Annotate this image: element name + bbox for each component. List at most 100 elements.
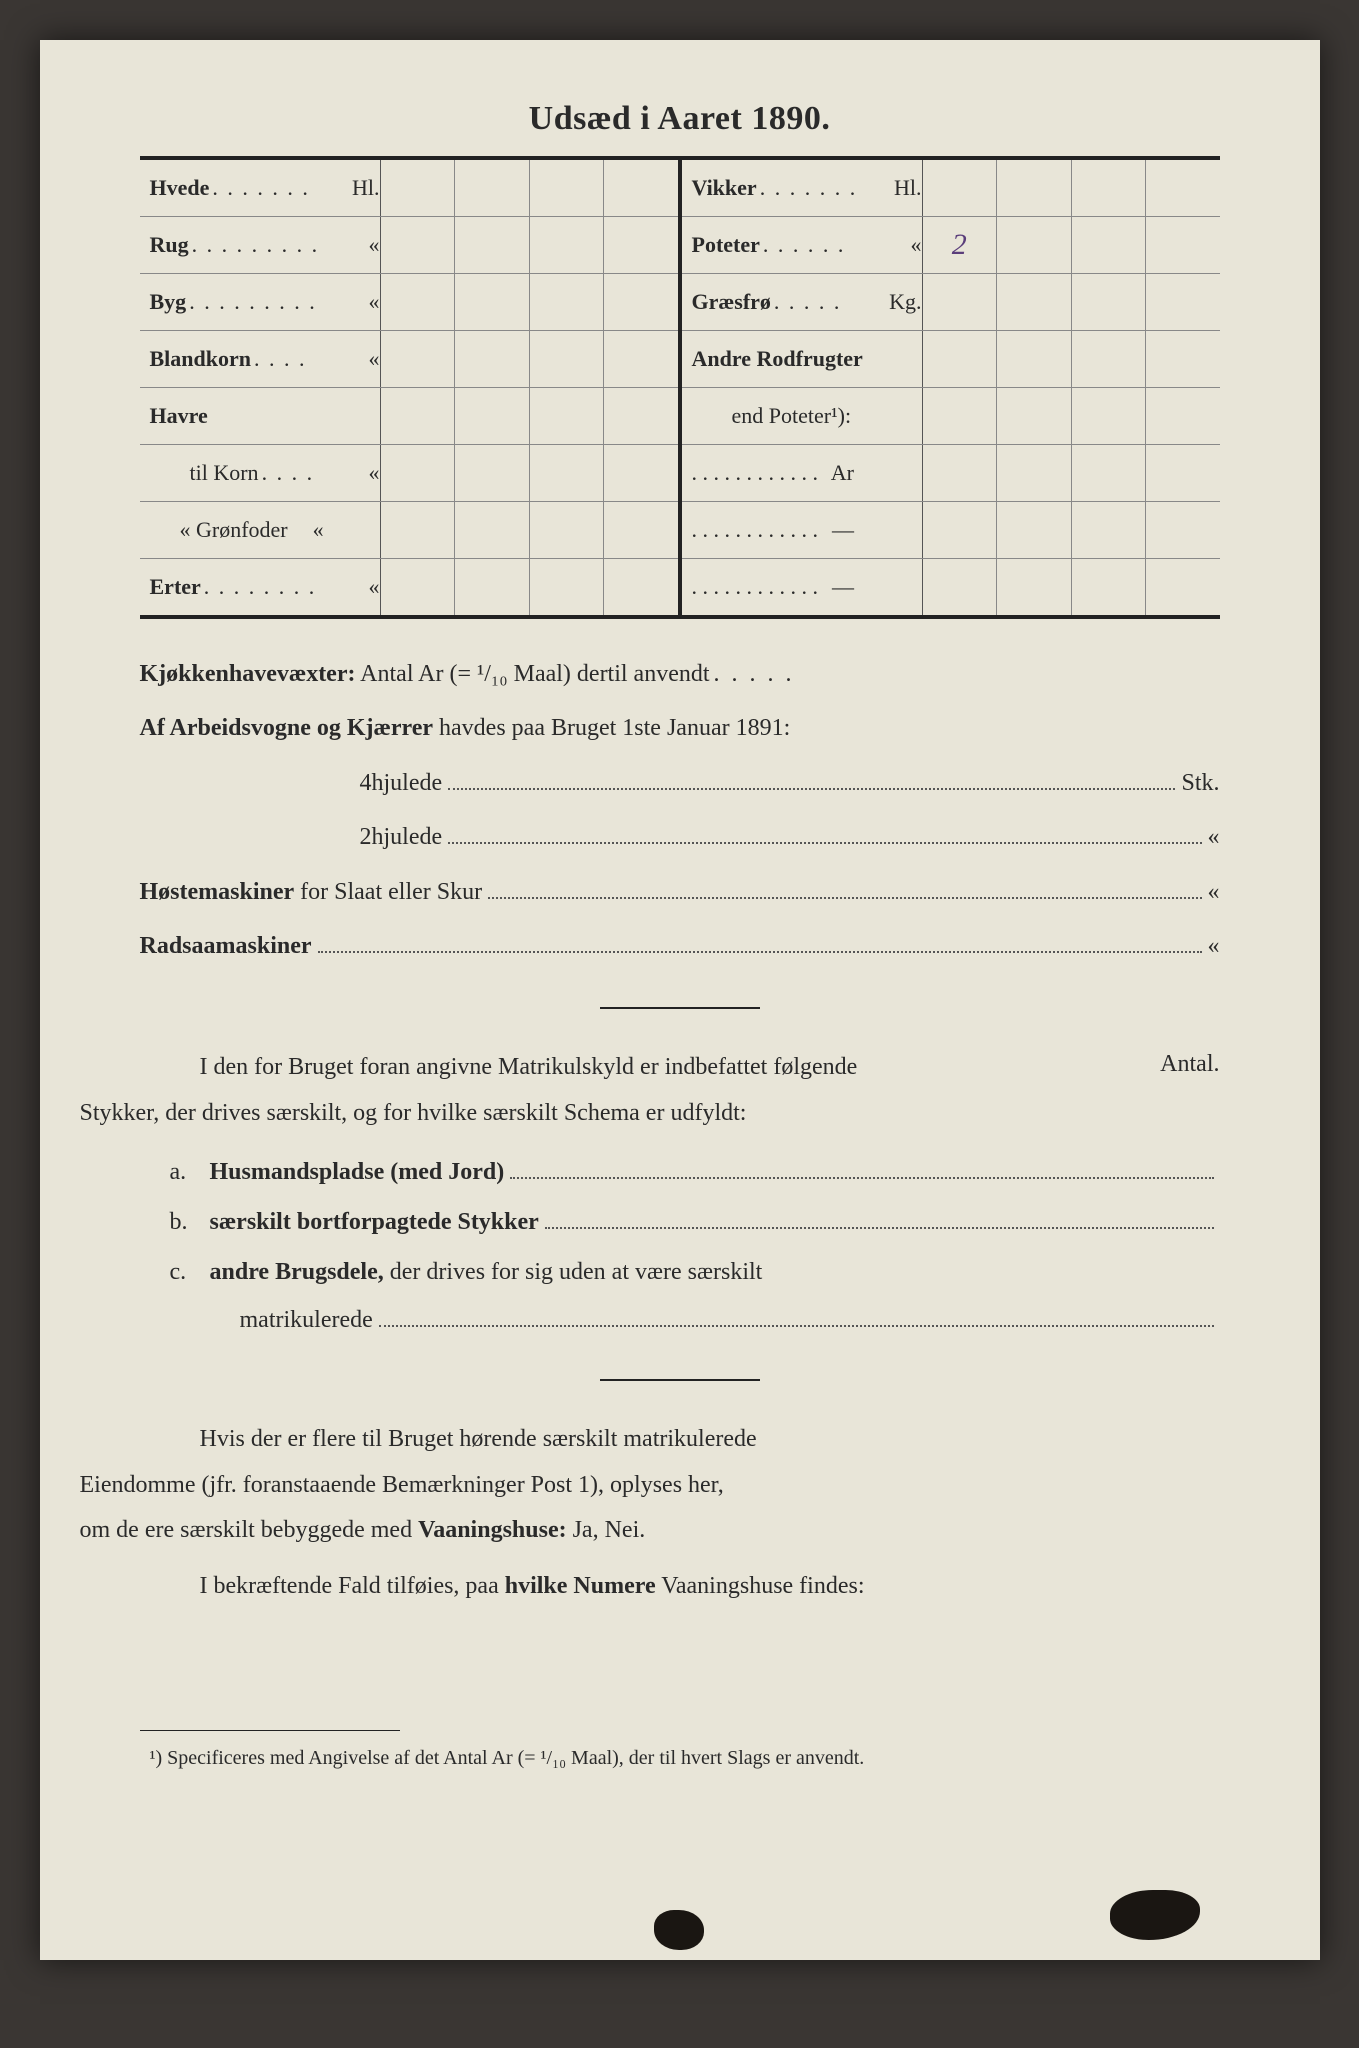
seed-dots: . . . . . . . . . <box>192 232 341 258</box>
seed-cell <box>996 274 1071 330</box>
seed-cell <box>922 559 997 615</box>
wagons-text: havdes paa Bruget 1ste Januar 1891: <box>433 715 790 741</box>
p1-line-b: Eiendomme (jfr. foranstaaende Bemærkning… <box>80 1472 724 1498</box>
p1-line-c: om de ere særskilt bebyggede med <box>80 1517 419 1543</box>
seed-cells <box>922 331 1220 387</box>
vaaning-p1: Hvis der er flere til Bruget hørende sær… <box>140 1417 1220 1554</box>
seed-cell <box>603 445 678 501</box>
seed-label: Blandkorn. . . .« <box>140 346 380 372</box>
page-damage-icon <box>1110 1890 1200 1940</box>
seed-name: « Grønfoder <box>150 517 288 543</box>
seed-cell <box>1071 331 1146 387</box>
seed-name: Havre <box>150 403 208 429</box>
seed-cell <box>603 217 678 273</box>
seed-cell <box>454 502 529 558</box>
seed-dots: . . . . . <box>774 289 883 315</box>
seed-cell <box>922 331 997 387</box>
footnote-marker: ¹) <box>150 1747 163 1769</box>
seed-cell <box>603 331 678 387</box>
seed-label: Poteter. . . . . .« <box>682 232 922 258</box>
seed-label: end Poteter¹): <box>682 403 922 429</box>
list-item-c: c. andre Brugsdele, der drives for sig u… <box>170 1247 1220 1297</box>
fill-dots <box>545 1210 1214 1229</box>
seed-name: . . . . . . . . . . . . <box>692 574 819 600</box>
seed-name: Andre Rodfrugter <box>692 346 863 372</box>
list-item-a: a. Husmandspladse (med Jord) <box>170 1147 1220 1197</box>
p2-tail: Vaaningshuse findes: <box>656 1573 865 1599</box>
p1-line-a: Hvis der er flere til Bruget hørende sær… <box>200 1426 757 1452</box>
page-damage-icon <box>654 1910 704 1950</box>
kjokkenhave-label: Kjøkkenhavevæxter: <box>140 661 356 687</box>
seed-row: Vikker. . . . . . .Hl. <box>682 160 1220 217</box>
seed-cells <box>922 160 1220 216</box>
two-wheel-unit: « <box>1208 812 1220 862</box>
seed-cell <box>603 160 678 216</box>
footnote-text: Specificeres med Angivelse af det Antal … <box>162 1747 864 1769</box>
seed-name: Rug <box>150 232 189 258</box>
page-title: Udsæd i Aaret 1890. <box>140 100 1220 138</box>
seed-unit: Hl. <box>344 175 380 201</box>
seed-cell <box>529 217 604 273</box>
seed-cell <box>454 559 529 615</box>
seed-cell <box>922 388 997 444</box>
seed-name: Græsfrø <box>692 289 771 315</box>
p2-bold: hvilke Numere <box>505 1573 656 1599</box>
seed-cell <box>529 445 604 501</box>
seed-cell <box>1071 274 1146 330</box>
item-c-bold: andre Brugsdele, <box>210 1259 384 1285</box>
seed-name: . . . . . . . . . . . . <box>692 517 819 543</box>
seed-cell <box>1145 331 1220 387</box>
item-c-cont-text: matrikulerede <box>240 1298 373 1344</box>
seed-cells <box>922 502 1220 558</box>
seed-unit: « <box>344 289 380 315</box>
intro-line-2: Stykker, der drives særskilt, og for hvi… <box>80 1100 747 1126</box>
rad-unit: « <box>1208 921 1220 971</box>
intro-line-1: I den for Bruget foran angivne Matrikuls… <box>200 1054 858 1080</box>
divider-rule <box>600 1379 760 1381</box>
seed-label: Hvede. . . . . . .Hl. <box>140 175 380 201</box>
seed-label: Vikker. . . . . . .Hl. <box>682 175 922 201</box>
seed-cell <box>922 160 997 216</box>
seed-cell <box>1071 388 1146 444</box>
seed-cells <box>380 331 678 387</box>
fill-dots <box>510 1160 1213 1179</box>
seed-label: « Grønfoder« <box>140 517 380 543</box>
seed-label: . . . . . . . . . . . .— <box>682 574 922 600</box>
fill-dots <box>488 882 1201 898</box>
seed-cell <box>922 274 997 330</box>
kjokkenhave-line: Kjøkkenhavevæxter: Antal Ar (= ¹/₁₀ Maal… <box>140 649 1220 699</box>
seed-cell <box>922 502 997 558</box>
seed-cell <box>529 559 604 615</box>
seed-row: Andre Rodfrugter <box>682 331 1220 388</box>
four-wheel-label: 4hjulede <box>360 758 443 808</box>
rad-label: Radsaamaskiner <box>140 921 312 971</box>
seed-unit: Ar <box>818 460 854 486</box>
fill-dots <box>448 828 1201 844</box>
p1-bold: Vaaningshuse: <box>418 1517 567 1543</box>
seed-dots: . . . . . . <box>763 232 883 258</box>
seed-row: . . . . . . . . . . . .Ar <box>682 445 1220 502</box>
seed-cell <box>1071 217 1146 273</box>
seed-unit: — <box>818 574 854 600</box>
seed-name: Erter <box>150 574 201 600</box>
seed-label: Rug. . . . . . . . .« <box>140 232 380 258</box>
seed-label: Græsfrø. . . . .Kg. <box>682 289 922 315</box>
marker-c: c. <box>170 1247 210 1297</box>
seed-cell <box>380 388 455 444</box>
seed-cell: 2 <box>922 217 997 273</box>
seed-table-left-col: Hvede. . . . . . .Hl.Rug. . . . . . . . … <box>140 160 680 615</box>
seed-cell <box>1145 445 1220 501</box>
fill-dots <box>448 773 1175 789</box>
host-unit: « <box>1208 867 1220 917</box>
seed-table-right-col: Vikker. . . . . . .Hl. Poteter. . . . . .… <box>680 160 1220 615</box>
seed-row: Byg. . . . . . . . .« <box>140 274 678 331</box>
seed-cells <box>380 388 678 444</box>
seed-cell <box>1071 445 1146 501</box>
seed-cell <box>454 388 529 444</box>
seed-cell <box>603 502 678 558</box>
section-equipment: Kjøkkenhavevæxter: Antal Ar (= ¹/₁₀ Maal… <box>140 649 1220 971</box>
seed-dots: . . . . . . . . . <box>189 289 340 315</box>
seed-unit: « <box>886 232 922 258</box>
seed-unit: « <box>288 517 324 543</box>
seed-label: Byg. . . . . . . . .« <box>140 289 380 315</box>
